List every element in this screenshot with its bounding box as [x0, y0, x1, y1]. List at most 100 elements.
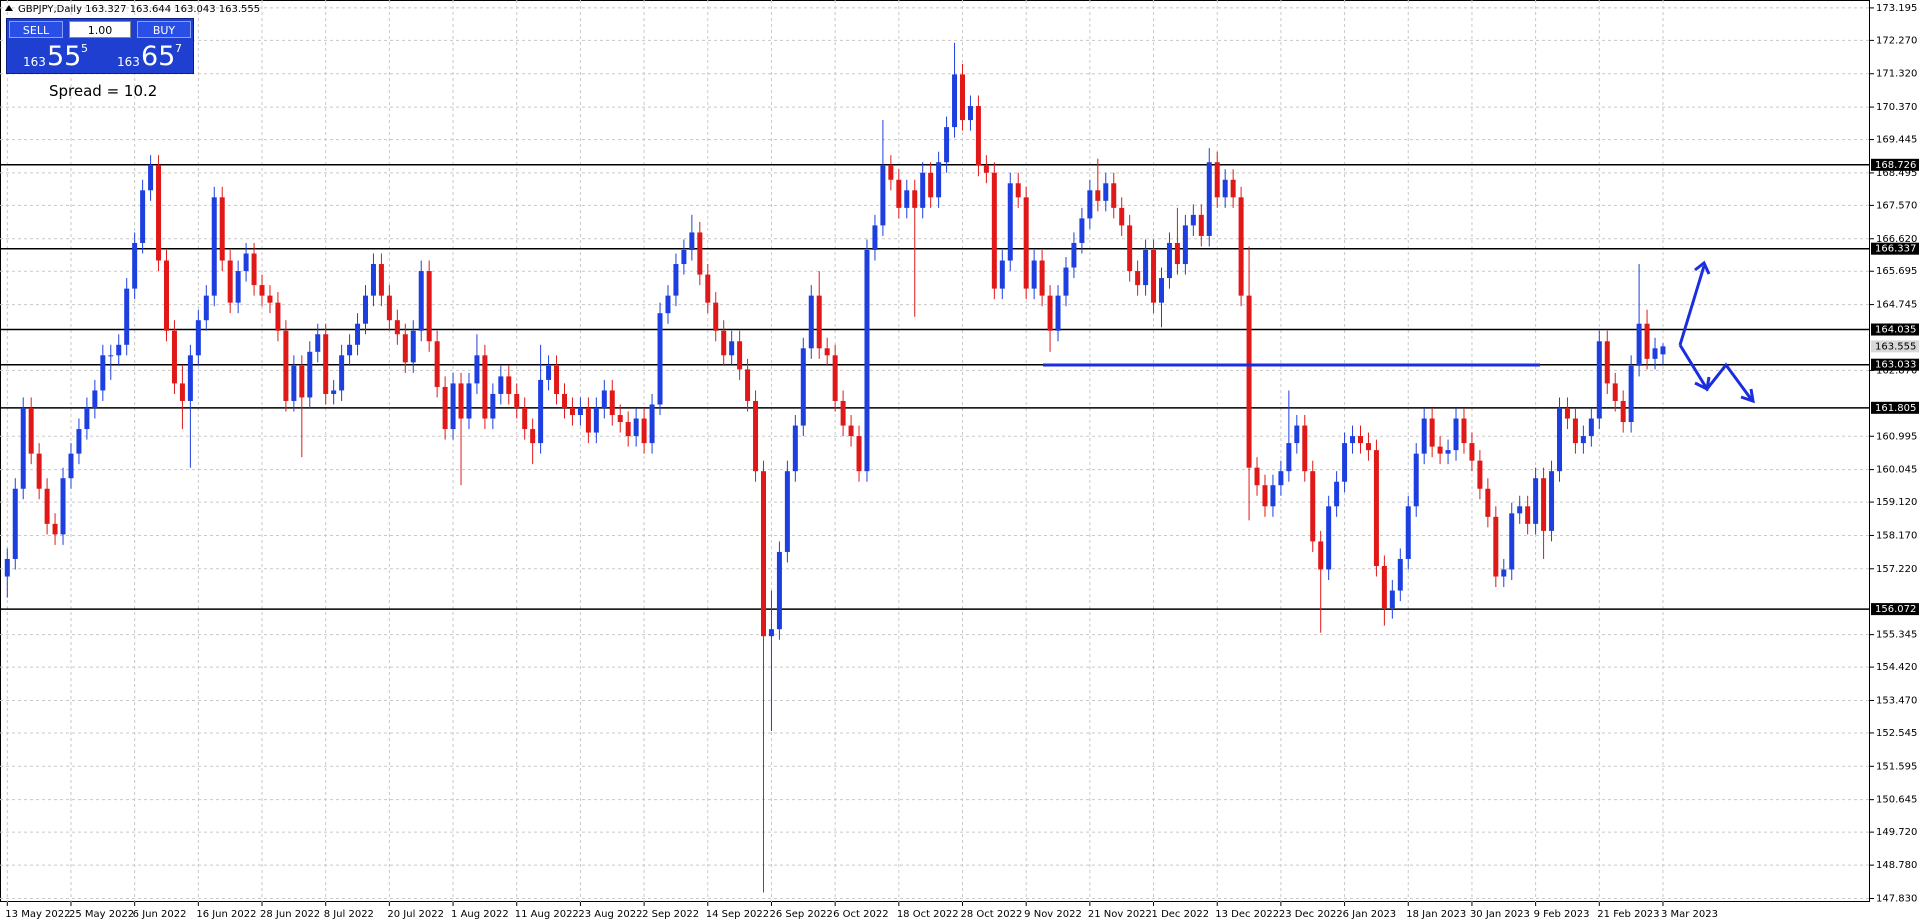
candle-body	[450, 383, 456, 430]
candle-body	[1421, 418, 1427, 454]
candle-body	[840, 400, 846, 426]
bid-quote[interactable]: 163 55 5	[9, 41, 99, 73]
candle-body	[1461, 418, 1467, 444]
x-tick-label: 1 Dec 2022	[1152, 909, 1210, 920]
candle-body	[824, 348, 830, 356]
x-tick-label: 30 Jan 2023	[1470, 909, 1530, 920]
candle-body	[1596, 341, 1602, 419]
candle-body	[1445, 450, 1451, 454]
level-label: 156.072	[1875, 604, 1916, 615]
buy-button[interactable]: BUY	[137, 21, 191, 38]
x-tick-label: 18 Oct 2022	[897, 909, 959, 920]
x-tick-label: 23 Dec 2022	[1279, 909, 1343, 920]
candle-body	[1182, 225, 1188, 265]
sell-button[interactable]: SELL	[9, 21, 63, 38]
level-label-bg	[1871, 603, 1919, 616]
candle-body	[832, 355, 838, 401]
candle-body	[307, 351, 313, 398]
y-tick-label: 152.545	[1876, 728, 1917, 739]
ask-quote[interactable]: 163 65 7	[103, 41, 193, 73]
candle-body	[904, 190, 910, 208]
x-tick-label: 13 May 2022	[5, 909, 70, 920]
candle-body	[418, 271, 424, 331]
candle-body	[880, 165, 886, 226]
level-label-bg	[1871, 401, 1919, 414]
candle-body	[402, 334, 408, 363]
candle-body	[1342, 443, 1348, 482]
candle-body	[1007, 183, 1013, 261]
candle-body	[68, 453, 74, 479]
symbol-icon	[5, 5, 13, 11]
candle-body	[1389, 590, 1395, 609]
x-tick-label: 25 May 2022	[69, 909, 134, 920]
candle-body	[1517, 506, 1523, 514]
candle-body	[1230, 179, 1236, 198]
y-tick-label: 155.345	[1876, 630, 1917, 641]
candle-body	[347, 344, 353, 356]
candle-body	[729, 341, 735, 356]
x-tick-label: 9 Feb 2023	[1534, 909, 1590, 920]
candle-body	[108, 355, 114, 357]
y-tick-label: 170.370	[1876, 102, 1917, 113]
candle-body	[355, 323, 361, 345]
candle-body	[967, 106, 973, 121]
x-tick-label: 21 Feb 2023	[1597, 909, 1659, 920]
candle-body	[323, 334, 329, 394]
candle-body	[1588, 418, 1594, 437]
candle-body	[705, 274, 711, 303]
candle-body	[776, 551, 782, 630]
candle-body	[116, 344, 122, 356]
arrow-zigzag	[1678, 344, 1753, 400]
x-tick-label: 2 Sep 2022	[642, 909, 699, 920]
candle-body	[784, 471, 790, 552]
candle-body	[490, 393, 496, 419]
level-label: 161.805	[1875, 403, 1916, 414]
candle-body	[1485, 488, 1491, 517]
y-tick-label: 158.170	[1876, 530, 1917, 541]
candle-body	[100, 355, 106, 391]
candle-body	[1652, 348, 1658, 359]
lot-input[interactable]: 1.00	[69, 21, 131, 38]
candle-body	[156, 165, 162, 261]
candle-body	[554, 365, 560, 394]
y-tick-label: 165.695	[1876, 266, 1917, 277]
candle-body	[1095, 190, 1101, 201]
candle-body	[1222, 179, 1228, 198]
candle-body	[1620, 400, 1626, 423]
candle-body	[514, 393, 520, 408]
candle-body	[1254, 467, 1260, 486]
plot-frame	[0, 0, 1870, 902]
candle-body	[1214, 162, 1220, 198]
candle-body	[681, 249, 687, 265]
bid-pip: 5	[81, 42, 88, 55]
candle-body	[601, 390, 607, 408]
candle-body	[410, 330, 416, 363]
y-tick-label: 159.120	[1876, 497, 1917, 508]
y-tick-label: 169.445	[1876, 135, 1917, 146]
candle-body	[1453, 418, 1459, 451]
candle-body	[641, 418, 647, 444]
candle-body	[896, 179, 902, 208]
candle-body	[4, 558, 10, 577]
candle-body	[132, 242, 138, 289]
candle-body	[633, 418, 639, 437]
candle-body	[1381, 565, 1387, 609]
candle-body	[952, 74, 958, 128]
candle-body	[1111, 183, 1117, 208]
candle-body	[434, 341, 440, 387]
candle-body	[458, 383, 464, 419]
ask-pip: 7	[175, 42, 182, 55]
candle-body	[1135, 271, 1141, 286]
y-tick-label: 157.220	[1876, 564, 1917, 575]
trade-panel: SELL 1.00 BUY 163 55 5 163 65 7	[6, 18, 194, 74]
arrow-head	[1694, 376, 1711, 392]
candle-body	[378, 264, 384, 296]
candle-body	[76, 429, 82, 454]
candle-body	[12, 488, 18, 559]
candle-body	[28, 407, 34, 454]
candle-body	[36, 453, 42, 489]
candle-body	[92, 390, 98, 408]
candle-body	[60, 478, 66, 535]
candle-body	[179, 383, 185, 401]
